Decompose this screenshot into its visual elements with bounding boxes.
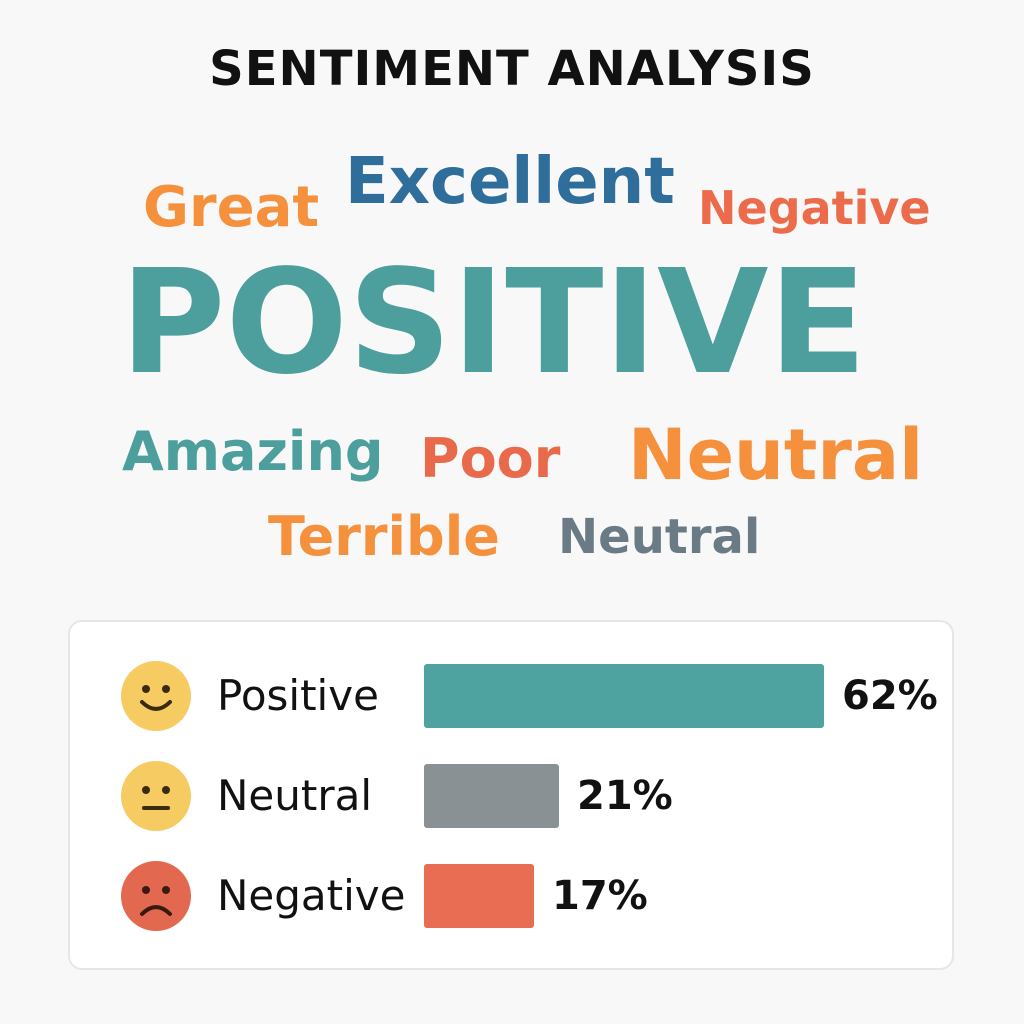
- cloud-word-terrible: Terrible: [268, 505, 500, 568]
- cloud-word-great: Great: [143, 175, 320, 240]
- neutral-face-icon: [121, 761, 191, 831]
- cloud-word-positive: POSITIVE: [120, 238, 867, 406]
- value-label-negative: 17%: [552, 873, 648, 919]
- smiling-face-icon: [121, 661, 191, 731]
- cloud-word-negative: Negative: [698, 181, 931, 235]
- sentiment-row-positive: Positive 62%: [70, 660, 952, 732]
- value-label-positive: 62%: [842, 673, 938, 719]
- sentiment-row-neutral: Neutral 21%: [70, 760, 952, 832]
- frowning-face-icon: [121, 861, 191, 931]
- category-label-neutral: Neutral: [217, 771, 373, 820]
- word-cloud: Great Excellent Negative POSITIVE Amazin…: [120, 145, 931, 568]
- sentiment-breakdown-panel: Positive 62% Neutral 21% Negative 17%: [68, 620, 954, 970]
- bar-positive: [424, 664, 824, 728]
- category-label-positive: Positive: [217, 671, 379, 720]
- bar-negative: [424, 864, 534, 928]
- chart-title: SENTIMENT ANALYSIS: [209, 41, 815, 97]
- value-label-neutral: 21%: [577, 773, 673, 819]
- cloud-word-neutral-large: Neutral: [628, 414, 924, 496]
- cloud-word-excellent: Excellent: [345, 145, 675, 219]
- bar-neutral: [424, 764, 559, 828]
- cloud-word-poor: Poor: [420, 427, 561, 490]
- cloud-word-amazing: Amazing: [122, 420, 384, 483]
- cloud-word-neutral-small: Neutral: [558, 509, 761, 565]
- sentiment-row-negative: Negative 17%: [70, 860, 952, 932]
- category-label-negative: Negative: [217, 871, 406, 920]
